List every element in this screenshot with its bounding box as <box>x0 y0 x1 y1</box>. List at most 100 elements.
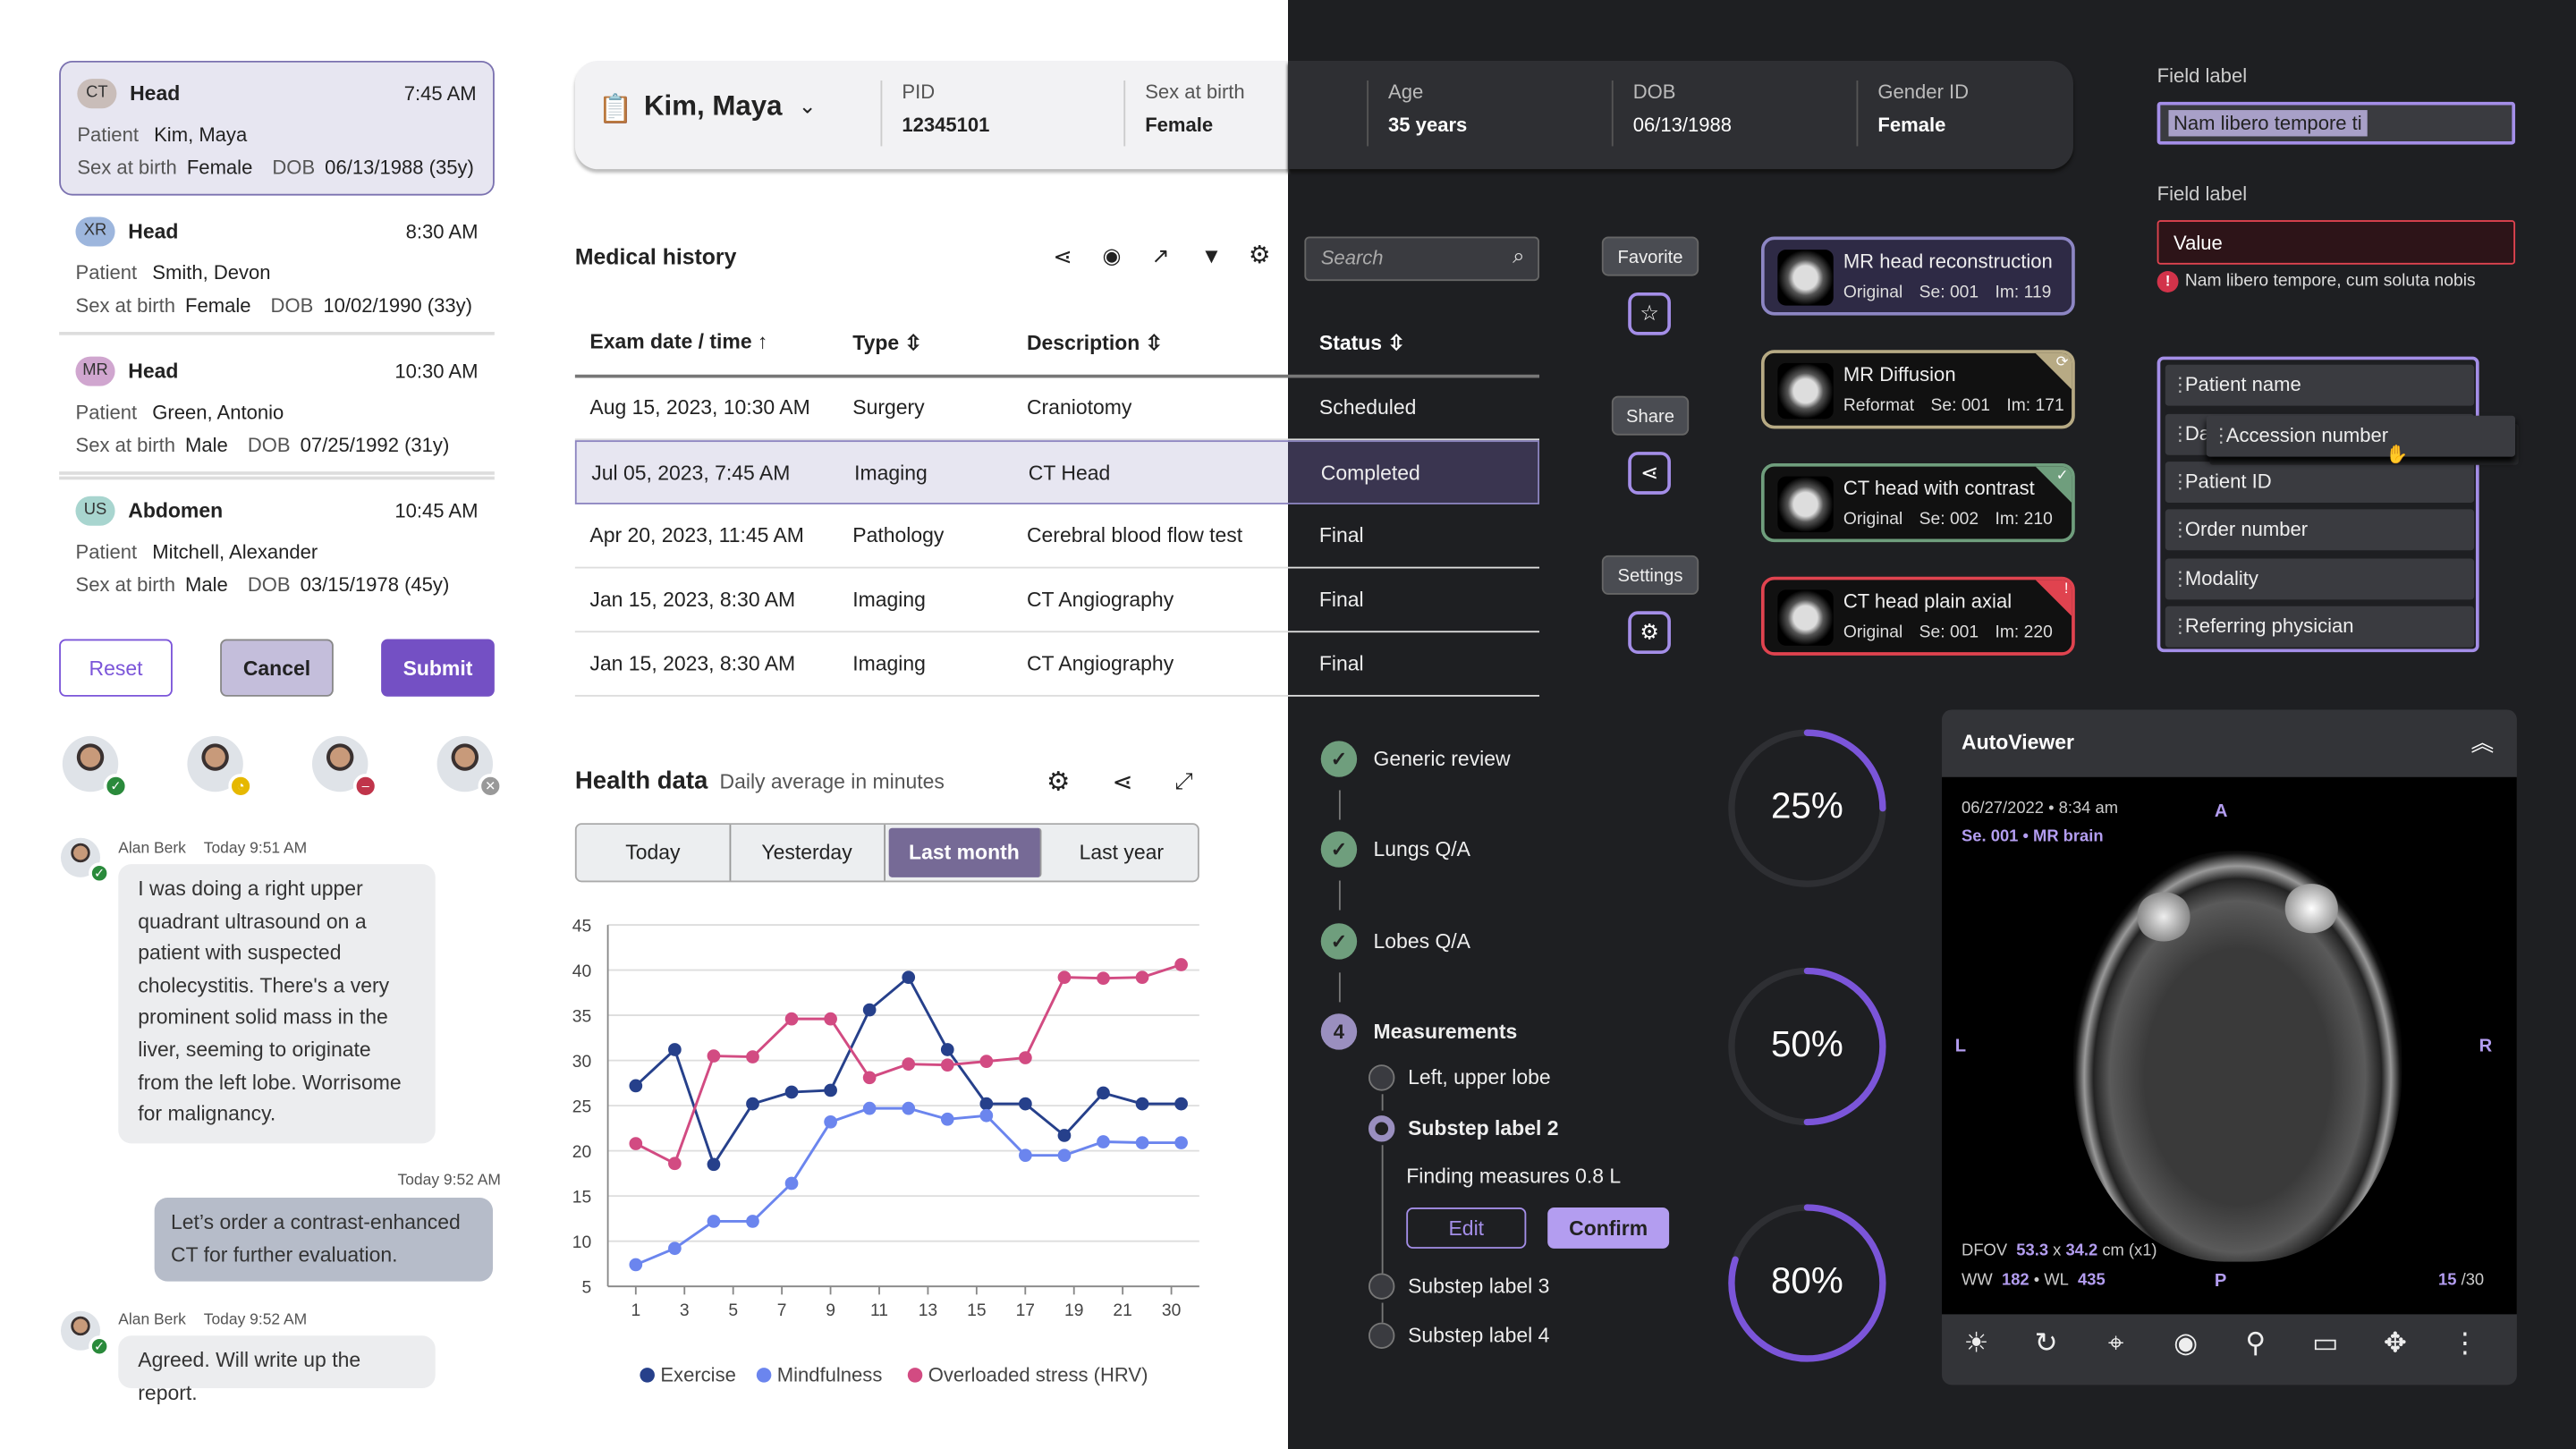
expand-icon[interactable]: ⤢ <box>1174 767 1193 794</box>
column-header-status[interactable]: Status ⇳ <box>1318 332 1405 355</box>
text-field-error[interactable]: Value <box>2157 220 2516 265</box>
series-card[interactable]: CT head plain axial Original Se: 001 Im: 22… <box>1760 576 2075 656</box>
header-field-sex: Sex at birth Female <box>1123 80 1245 147</box>
series-card[interactable]: CT head with contrast Original Se: 002 Im: … <box>1760 462 2075 543</box>
avatar[interactable]: ✓ <box>60 1310 111 1358</box>
table-row[interactable]: Jul 05, 2023, 7:45 AM Imaging CT Head Compl… <box>574 440 1540 504</box>
pan-icon[interactable]: ✥ <box>2383 1327 2408 1359</box>
data-point <box>1019 1097 1032 1111</box>
worklist-card[interactable]: CT Head 7:45 AM Patient Kim, Maya Sex at bir… <box>59 60 495 196</box>
crosshair-icon[interactable]: ⌖ <box>2107 1327 2124 1359</box>
favorite-button[interactable]: ☆ <box>1628 292 1671 335</box>
avatar[interactable]: ✓ <box>60 837 111 885</box>
patient-name: Mitchell, Alexander <box>152 540 318 564</box>
avatar[interactable]: ✓ <box>62 735 129 799</box>
cancel-button[interactable]: Cancel <box>220 639 334 697</box>
avatar[interactable]: ✕ <box>436 735 504 799</box>
dragging-item[interactable]: Accession number <box>2206 415 2516 457</box>
more-icon[interactable]: ⋮ <box>2451 1327 2479 1359</box>
dob-value: 06/13/1988 (35y) <box>325 156 474 180</box>
avatar[interactable]: – <box>311 735 378 799</box>
tab-last-month[interactable]: Last month <box>887 827 1042 877</box>
gear-icon[interactable]: ⚙ <box>1046 768 1071 797</box>
image-count: Im: 220 <box>1995 623 2053 643</box>
data-point <box>629 1079 643 1093</box>
tab-today[interactable]: Today <box>577 825 731 881</box>
data-point <box>1135 1097 1149 1111</box>
tab-last-year[interactable]: Last year <box>1079 841 1165 865</box>
list-item[interactable]: Patient ID <box>2165 462 2475 504</box>
substep-2[interactable]: Substep label 2 <box>1368 1115 1559 1142</box>
list-item[interactable]: Order number <box>2165 509 2475 551</box>
eye-icon[interactable]: ◉ <box>1102 242 1122 268</box>
list-item[interactable]: Referring physician <box>2165 606 2475 648</box>
edit-button[interactable]: Edit <box>1406 1208 1527 1249</box>
table-row[interactable]: Apr 20, 2023, 11:45 AM Pathology Cerebral … <box>574 504 1540 569</box>
image-viewport[interactable]: 06/27/2022 • 8:34 am Se. 001 • MR brain … <box>1942 776 2517 1315</box>
x-tick-label: 1 <box>631 1301 640 1320</box>
x-tick-label: 15 <box>967 1301 986 1320</box>
series-card[interactable]: MR Diffusion Reformat Se: 001 Im: 171 ⟳ <box>1760 350 2075 429</box>
worklist-card[interactable]: MR Head 10:30 AM Patient Green, Antonio Sex … <box>59 340 495 475</box>
worklist-card[interactable]: US Abdomen 10:45 AM Patient Mitchell, Alexa… <box>59 479 495 614</box>
column-header-description[interactable]: Description ⇳ <box>1026 332 1163 355</box>
message-bubble-outgoing: Let’s order a contrast-enhanced CT for f… <box>154 1197 494 1282</box>
table-row[interactable]: Jan 15, 2023, 8:30 AM Imaging CT Angiograp… <box>574 632 1540 697</box>
zoom-icon[interactable]: ⚲ <box>2245 1327 2267 1359</box>
window-readout: WW 182 • WL 435 <box>1962 1271 2106 1290</box>
patient-header: 📋 Kim, Maya ⌄ PID 12345101 Sex at birth Fe… <box>574 60 1289 170</box>
tab-yesterday[interactable]: Yesterday <box>731 825 886 881</box>
worklist-card[interactable]: XR Head 8:30 AM Patient Smith, Devon Sex at … <box>59 200 495 335</box>
external-link-icon[interactable]: ↗ <box>1151 242 1170 268</box>
sort-icon: ⇳ <box>904 332 922 355</box>
column-header-type[interactable]: Type ⇳ <box>852 332 922 355</box>
card-title: US Abdomen <box>75 496 223 526</box>
text-field-focused[interactable]: Nam libero tempore ti <box>2157 101 2516 145</box>
substep-3[interactable]: Substep label 3 <box>1368 1273 1549 1300</box>
settings-button[interactable]: ⚙ <box>1628 611 1671 655</box>
substep-connector <box>1381 1094 1384 1111</box>
health-subtitle: Daily average in minutes <box>719 770 945 794</box>
substep-4[interactable]: Substep label 4 <box>1368 1322 1549 1349</box>
rotate-icon[interactable]: ↻ <box>2034 1327 2058 1359</box>
confirm-button[interactable]: Confirm <box>1547 1208 1670 1249</box>
brightness-icon[interactable]: ☀ <box>1963 1327 1989 1359</box>
series-number: Se: 001 <box>1919 623 1979 643</box>
avatar[interactable]: ◔ <box>187 735 253 799</box>
table-row[interactable]: Aug 15, 2023, 10:30 AM Surgery Craniotomy S… <box>574 377 1540 441</box>
sort-icon: ⇳ <box>1145 332 1163 355</box>
step-2[interactable]: ✓ Lungs Q/A <box>1320 831 1470 868</box>
share-icon[interactable]: ⋖ <box>1053 242 1072 270</box>
pending-circle-icon <box>1368 1322 1395 1349</box>
data-point <box>707 1049 721 1063</box>
data-point <box>1057 1148 1072 1163</box>
reset-button[interactable]: Reset <box>59 639 173 697</box>
share-icon: ⋖ <box>1640 460 1659 485</box>
field-value: Value <box>2174 231 2223 255</box>
table-cell: Craniotomy <box>1026 395 1132 419</box>
layout-icon[interactable]: ▭ <box>2312 1327 2339 1359</box>
column-header-date[interactable]: Exam date / time ↑ <box>589 330 768 353</box>
x-tick-label: 3 <box>680 1301 690 1320</box>
step-3[interactable]: ✓ Lobes Q/A <box>1320 923 1470 960</box>
table-row[interactable]: Jan 15, 2023, 8:30 AM Imaging CT Angiograp… <box>574 569 1540 633</box>
gear-icon[interactable]: ⚙ <box>1248 242 1271 270</box>
step-1[interactable]: ✓ Generic review <box>1320 741 1511 777</box>
chevron-down-icon[interactable]: ⌄ <box>798 93 817 119</box>
share-button[interactable]: ⋖ <box>1628 452 1671 495</box>
list-item[interactable]: Modality <box>2165 558 2475 600</box>
share-icon[interactable]: ⋖ <box>1112 768 1133 797</box>
collapse-icon[interactable]: ︽ <box>2470 729 2495 756</box>
modality-badge: US <box>75 496 115 526</box>
filter-icon[interactable]: ▼ <box>1200 242 1223 268</box>
substep-1[interactable]: Left, upper lobe <box>1368 1064 1551 1091</box>
step-4[interactable]: 4 Measurements <box>1320 1013 1517 1050</box>
search-input[interactable]: Search ⌕ <box>1304 236 1540 282</box>
list-item[interactable]: Patient name <box>2165 364 2475 406</box>
search-icon[interactable]: ⌕ <box>1513 242 1525 268</box>
submit-button[interactable]: Submit <box>381 639 495 697</box>
eye-icon[interactable]: ◉ <box>2174 1327 2199 1359</box>
data-point <box>940 1112 954 1126</box>
progress-ring: 50% <box>1725 963 1890 1128</box>
series-card[interactable]: MR head reconstruction Original Se: 001 Im:… <box>1760 236 2075 316</box>
